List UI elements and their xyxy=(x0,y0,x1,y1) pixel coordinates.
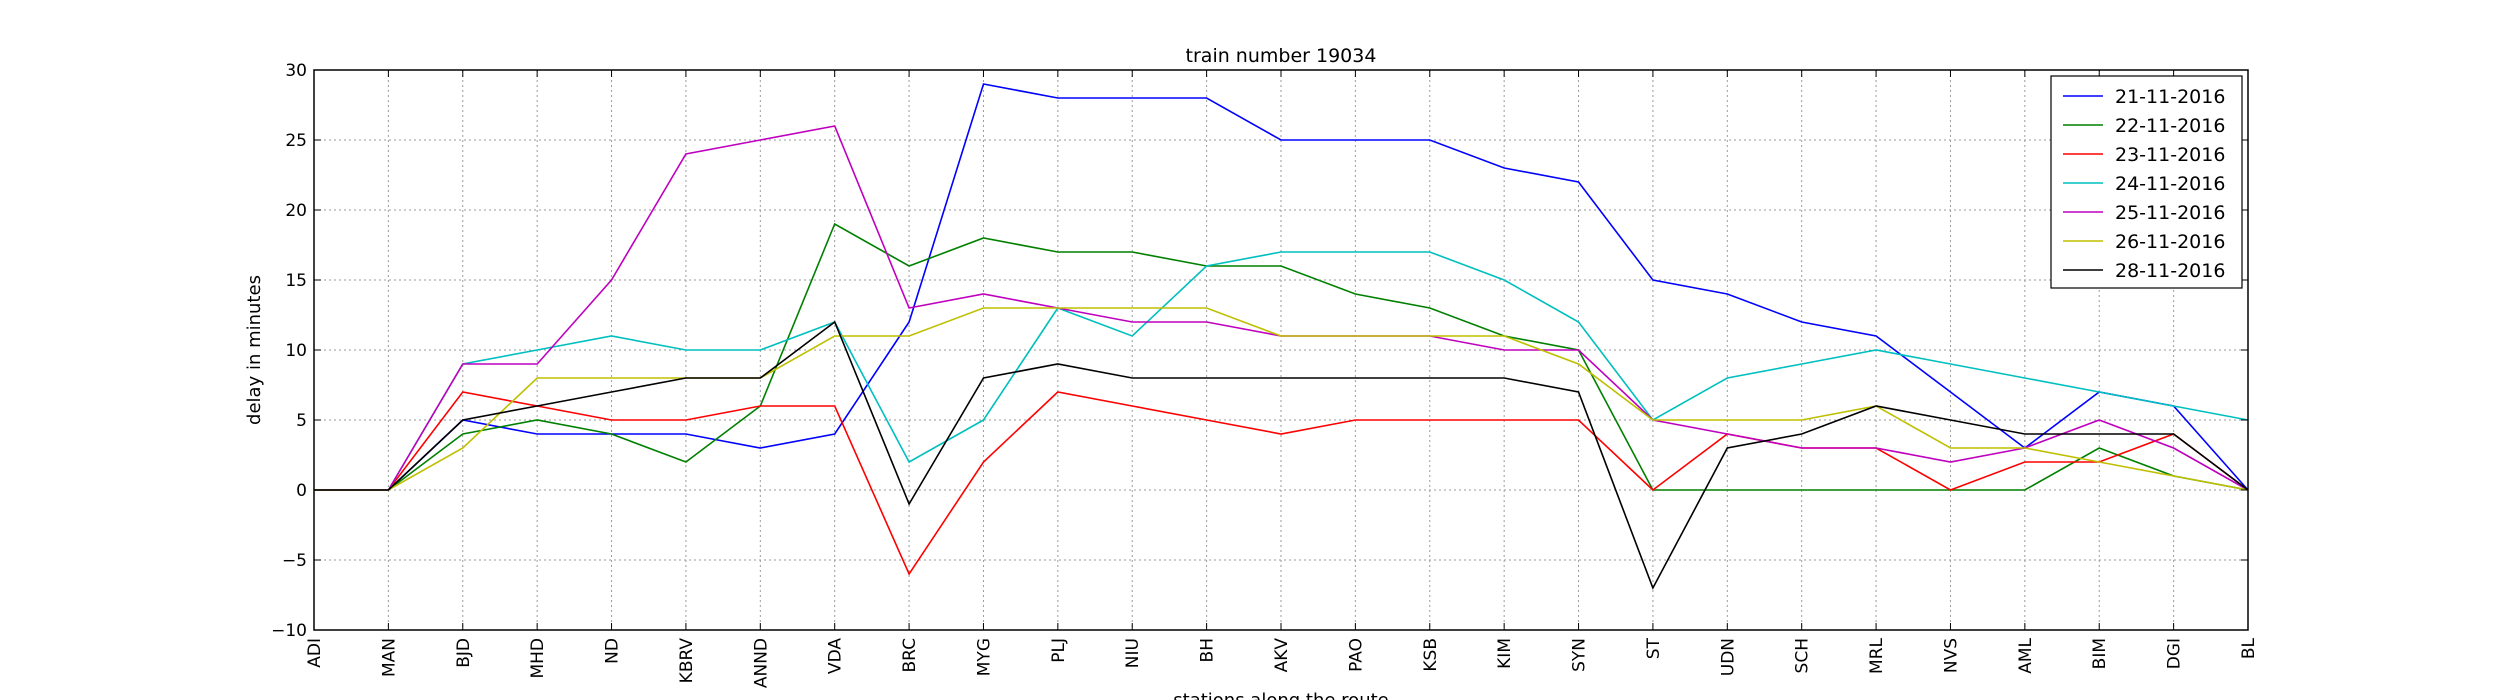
series-line-21-11-2016 xyxy=(314,83,2249,491)
x-tick-label: BL xyxy=(2239,637,2259,659)
legend-label: 24-11-2016 xyxy=(2115,173,2225,195)
x-tick-label: NVS xyxy=(1941,638,1961,673)
x-tick-label: ANND xyxy=(751,638,771,688)
series-line-26-11-2016 xyxy=(314,307,2249,491)
x-tick-label: NIU xyxy=(1123,638,1143,668)
x-tick-label: AML xyxy=(2016,637,2036,673)
y-tick-label: −5 xyxy=(282,551,307,571)
x-tick-label: SYN xyxy=(1570,638,1590,672)
x-tick-label: BIM xyxy=(2090,638,2110,669)
x-tick-label: DGI xyxy=(2165,638,2185,669)
x-tick-label: PAO xyxy=(1346,638,1366,672)
series-line-24-11-2016 xyxy=(314,251,2249,491)
legend-label: 21-11-2016 xyxy=(2115,86,2225,108)
x-tick-label: KSB xyxy=(1421,638,1441,672)
legend-box xyxy=(2050,75,2243,289)
x-tick-label: BJD xyxy=(454,638,474,668)
x-tick-label: KIM xyxy=(1495,638,1515,669)
x-tick-label: AKV xyxy=(1272,638,1292,673)
legend-label: 25-11-2016 xyxy=(2115,202,2225,224)
legend-label: 23-11-2016 xyxy=(2115,144,2225,166)
x-tick-label: PLJ xyxy=(1049,638,1069,663)
x-tick-label: BH xyxy=(1198,638,1218,662)
series-lines xyxy=(314,83,2249,590)
y-tick-label: 0 xyxy=(296,481,307,501)
series-line-22-11-2016 xyxy=(314,222,2249,491)
y-tick-label: 30 xyxy=(285,61,307,81)
grid-lines xyxy=(314,70,2248,630)
series-line-23-11-2016 xyxy=(314,391,2249,576)
x-tick-label: MHD xyxy=(528,638,548,679)
x-tick-label: MAN xyxy=(379,638,399,677)
legend-label: 28-11-2016 xyxy=(2115,260,2225,282)
x-tick-label: VDA xyxy=(826,638,846,674)
x-axis-label: stations along the route xyxy=(1173,690,1388,700)
series-line-28-11-2016 xyxy=(314,320,2249,590)
y-tick-label: −10 xyxy=(271,621,307,641)
x-tick-label: MRL xyxy=(1867,637,1887,673)
y-tick-label: 25 xyxy=(285,131,307,151)
chart-title: train number 19034 xyxy=(1186,45,1377,67)
y-tick-label: 5 xyxy=(296,411,307,431)
x-tick-label: SCH xyxy=(1793,638,1813,673)
x-tick-label: ND xyxy=(603,638,623,664)
legend: 21-11-2016 22-11-2016 23-11-2016 24-11-2016… xyxy=(2050,75,2243,289)
y-axis-label: delay in minutes xyxy=(244,275,265,425)
x-tick-label: KBRV xyxy=(677,638,697,684)
x-tick-label: UDN xyxy=(1718,638,1738,676)
x-tick-label: ST xyxy=(1644,637,1664,659)
x-tick-label: ADI xyxy=(305,638,325,668)
y-axis-ticks: −10 −5 0 5 10 15 20 25 30 xyxy=(271,61,2248,641)
x-tick-label: MYG xyxy=(974,638,994,676)
legend-label: 22-11-2016 xyxy=(2115,115,2225,137)
x-tick-label: BRC xyxy=(900,638,920,673)
y-tick-label: 10 xyxy=(285,341,307,361)
legend-label: 26-11-2016 xyxy=(2115,231,2225,253)
x-axis-ticks: ADI MAN BJD MHD ND KBRV ANND VDA BRC MYG PLJ NIU BH A… xyxy=(305,70,2259,688)
y-tick-label: 20 xyxy=(285,201,307,221)
y-tick-label: 15 xyxy=(285,271,307,291)
